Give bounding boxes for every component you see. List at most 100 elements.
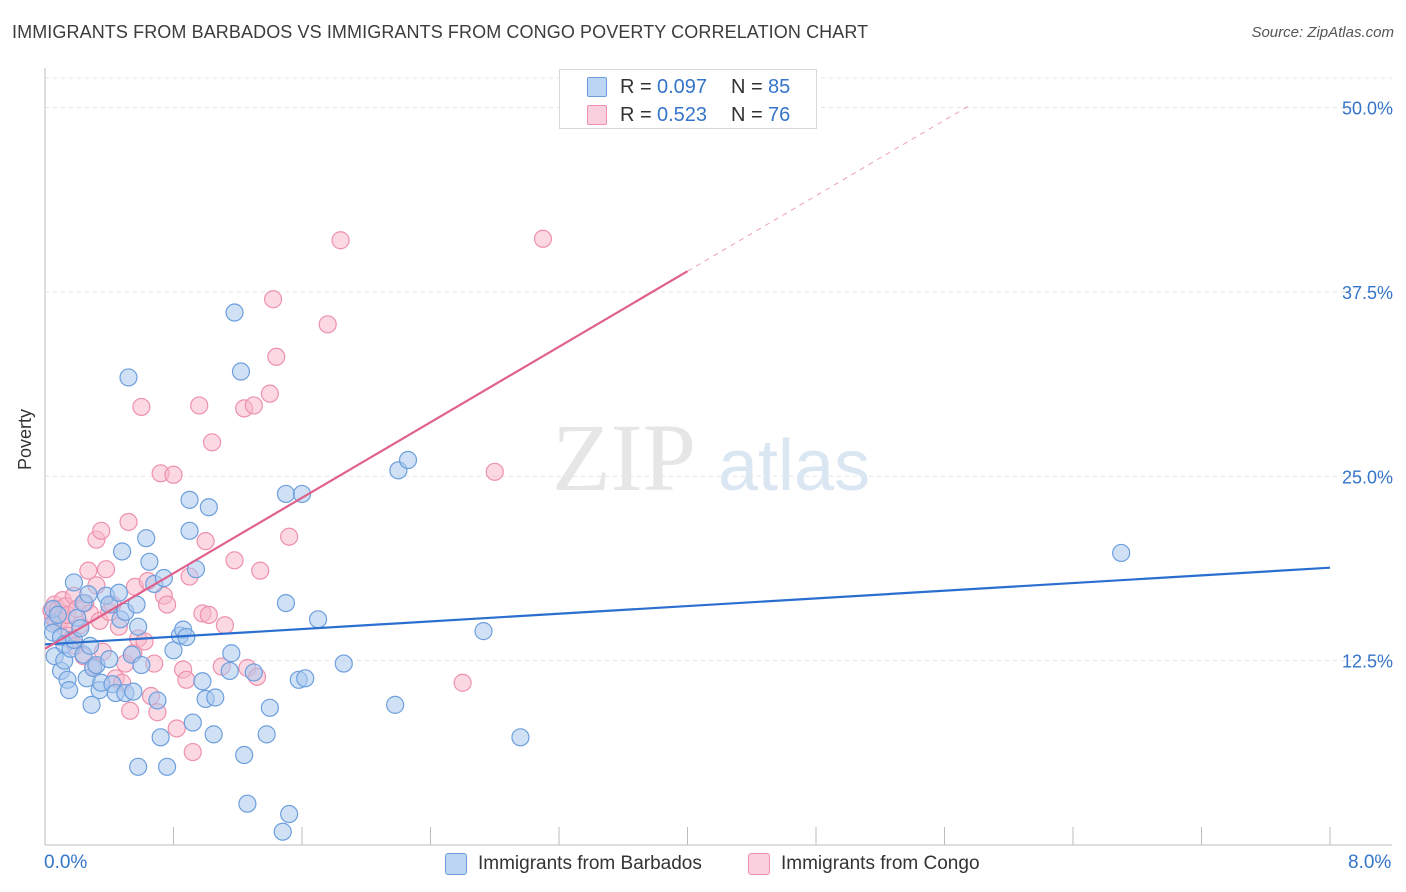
barbados-point	[64, 573, 84, 592]
congo-point	[267, 347, 286, 366]
congo-point	[96, 560, 116, 579]
barbados-point	[220, 661, 239, 681]
congo-trend-extension	[687, 105, 969, 272]
barbados-trend-line	[44, 566, 1331, 646]
barbados-point	[183, 713, 202, 732]
barbados-point	[257, 725, 276, 744]
barbados-point	[296, 669, 315, 688]
barbados-point	[151, 728, 170, 747]
congo-point	[251, 561, 270, 580]
barbados-point	[276, 593, 296, 613]
barbados-point	[222, 644, 241, 663]
legend-row-barbados: R = 0.097 N = 85	[560, 73, 816, 101]
legend-swatch-congo	[587, 105, 607, 125]
barbados-point	[129, 757, 148, 776]
legend-row-congo: R = 0.523 N = 76	[560, 101, 816, 129]
congo-point	[183, 742, 202, 762]
x-axis-min-label: 0.0%	[44, 852, 88, 873]
congo-point	[92, 521, 111, 540]
barbados-point	[244, 663, 263, 682]
legend-n-value-congo: 76	[768, 104, 791, 126]
y-tick-labels: 12.5% 25.0% 37.5% 50.0%	[1342, 99, 1393, 672]
barbados-point	[398, 450, 418, 470]
congo-point	[196, 532, 215, 551]
barbados-point	[231, 362, 251, 381]
congo-point	[263, 290, 283, 309]
y-tick-label: 12.5%	[1342, 652, 1393, 672]
congo-point	[167, 719, 186, 738]
legend-n-label: N =	[731, 104, 763, 126]
bottom-legend-label-barbados: Immigrants from Barbados	[478, 853, 702, 874]
barbados-point	[100, 650, 119, 669]
congo-point	[121, 701, 140, 720]
barbados-point	[112, 542, 132, 561]
barbados-points	[43, 303, 1131, 841]
trend-lines	[44, 105, 1331, 650]
congo-point	[79, 561, 98, 580]
correlation-legend: R = 0.097 N = 85 R = 0.523 N = 76	[559, 69, 817, 129]
barbados-point	[180, 521, 199, 540]
barbados-point	[129, 617, 148, 636]
x-axis-max-label: 8.0%	[1348, 852, 1392, 873]
source-label: Source: ZipAtlas.com	[1251, 24, 1394, 41]
legend-swatch-barbados	[587, 77, 607, 97]
legend-r-label: R =	[620, 76, 652, 98]
congo-point	[199, 605, 218, 625]
bottom-legend-swatch-congo	[748, 853, 770, 875]
barbados-point	[157, 757, 177, 776]
congo-point	[280, 527, 299, 546]
congo-point	[318, 315, 337, 334]
congo-point	[244, 396, 263, 415]
congo-point	[331, 231, 350, 250]
legend-r-label: R =	[620, 104, 652, 126]
barbados-point	[474, 622, 493, 641]
barbados-point	[132, 655, 151, 675]
axes	[44, 68, 1392, 846]
barbados-point	[276, 484, 296, 504]
legend-r-value-congo: 0.523	[657, 104, 708, 126]
congo-point	[132, 397, 151, 417]
congo-point	[453, 673, 472, 692]
barbados-point	[386, 695, 405, 714]
watermark-zip: ZIP	[552, 404, 696, 511]
barbados-point	[80, 636, 100, 655]
bottom-legend-swatch-barbados	[445, 853, 467, 875]
barbados-point	[59, 681, 79, 700]
barbados-point	[124, 682, 143, 701]
barbados-point	[1112, 543, 1131, 563]
barbados-point	[280, 804, 299, 824]
barbados-point	[238, 794, 257, 813]
barbados-point	[119, 368, 138, 387]
barbados-point	[140, 552, 159, 571]
legend-n-value-barbados: 85	[768, 76, 791, 98]
congo-point	[215, 616, 234, 635]
barbados-point	[82, 695, 101, 714]
congo-point	[225, 551, 244, 570]
congo-point	[119, 512, 138, 532]
congo-point	[190, 396, 209, 415]
barbados-point	[148, 691, 167, 710]
barbados-point	[109, 583, 128, 602]
barbados-point	[206, 688, 225, 707]
watermark: ZIP atlas	[552, 404, 870, 511]
barbados-point	[137, 529, 156, 548]
y-tick-label: 25.0%	[1342, 467, 1393, 487]
y-tick-label: 37.5%	[1342, 283, 1393, 303]
barbados-point	[260, 698, 279, 717]
barbados-point	[308, 610, 328, 629]
barbados-point	[273, 822, 292, 841]
barbados-point	[193, 672, 212, 691]
barbados-point	[199, 498, 218, 517]
congo-point	[533, 229, 553, 248]
watermark-atlas: atlas	[718, 426, 870, 506]
bottom-legend-label-congo: Immigrants from Congo	[781, 853, 980, 874]
congo-point	[157, 595, 177, 614]
barbados-point	[79, 585, 98, 604]
legend-n-label: N =	[731, 76, 763, 98]
y-tick-label: 50.0%	[1342, 99, 1393, 119]
congo-point	[164, 465, 183, 484]
barbados-point	[225, 303, 244, 322]
congo-point	[177, 670, 196, 689]
legend-r-value-barbados: 0.097	[657, 76, 708, 98]
